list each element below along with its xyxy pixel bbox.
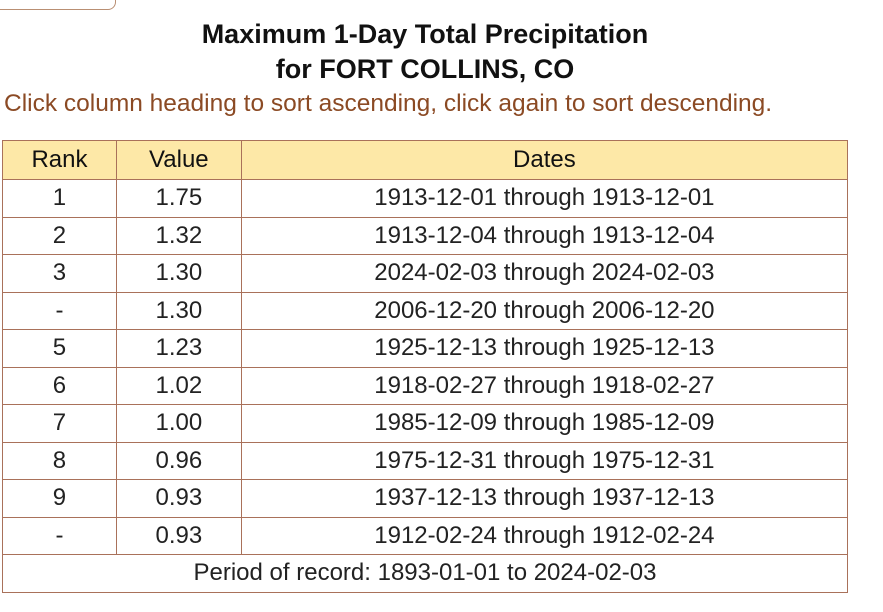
dates-cell: 1925-12-13 through 1925-12-13 [240, 329, 849, 368]
table-row: 9 0.93 1937-12-13 through 1937-12-13 [2, 479, 849, 518]
value-cell: 1.30 [115, 254, 242, 293]
table-footer-row: Period of record: 1893-01-01 to 2024-02-… [2, 554, 848, 593]
value-cell: 1.30 [115, 291, 242, 330]
value-cell: 1.32 [115, 216, 242, 255]
dates-cell: 1913-12-01 through 1913-12-01 [240, 179, 849, 218]
column-header-value[interactable]: Value [115, 140, 242, 180]
table-row: 2 1.32 1913-12-04 through 1913-12-04 [2, 216, 849, 255]
table-row: - 1.30 2006-12-20 through 2006-12-20 [2, 291, 849, 330]
table-row: 1 1.75 1913-12-01 through 1913-12-01 [2, 179, 849, 218]
dates-cell: 2024-02-03 through 2024-02-03 [240, 254, 849, 293]
rank-cell: 3 [2, 254, 117, 293]
rank-cell: 9 [2, 479, 117, 518]
table-row: 6 1.02 1918-02-27 through 1918-02-27 [2, 366, 849, 405]
value-cell: 0.96 [115, 441, 242, 480]
top-tab-button[interactable] [0, 0, 116, 10]
sort-instructions: Click column heading to sort ascending, … [4, 90, 773, 117]
dates-cell: 1918-02-27 through 1918-02-27 [240, 366, 849, 405]
table-row: - 0.93 1912-02-24 through 1912-02-24 [2, 516, 849, 555]
value-cell: 1.02 [115, 366, 242, 405]
dates-cell: 1912-02-24 through 1912-02-24 [240, 516, 849, 555]
table-row: 3 1.30 2024-02-03 through 2024-02-03 [2, 254, 849, 293]
dates-cell: 1937-12-13 through 1937-12-13 [240, 479, 849, 518]
rank-cell: 1 [2, 179, 117, 218]
table-row: 5 1.23 1925-12-13 through 1925-12-13 [2, 329, 849, 368]
value-cell: 0.93 [115, 479, 242, 518]
period-of-record: Period of record: 1893-01-01 to 2024-02-… [2, 554, 848, 593]
column-header-rank[interactable]: Rank [2, 140, 117, 180]
value-cell: 0.93 [115, 516, 242, 555]
value-cell: 1.00 [115, 404, 242, 443]
dates-cell: 1985-12-09 through 1985-12-09 [240, 404, 849, 443]
dates-cell: 2006-12-20 through 2006-12-20 [240, 291, 849, 330]
page-title: Maximum 1-Day Total Precipitation [201, 19, 649, 49]
dates-cell: 1975-12-31 through 1975-12-31 [240, 441, 849, 480]
table-header-row: Rank Value Dates [2, 140, 849, 180]
page-subtitle-location: for FORT COLLINS, CO [275, 54, 575, 84]
rank-cell: 5 [2, 329, 117, 368]
rank-cell: - [2, 291, 117, 330]
table-row: 7 1.00 1985-12-09 through 1985-12-09 [2, 404, 849, 443]
rank-cell: 6 [2, 366, 117, 405]
rank-cell: 8 [2, 441, 117, 480]
rank-cell: 7 [2, 404, 117, 443]
column-header-dates[interactable]: Dates [240, 140, 849, 180]
rank-cell: - [2, 516, 117, 555]
dates-cell: 1913-12-04 through 1913-12-04 [240, 216, 849, 255]
table-row: 8 0.96 1975-12-31 through 1975-12-31 [2, 441, 849, 480]
value-cell: 1.23 [115, 329, 242, 368]
rank-cell: 2 [2, 216, 117, 255]
value-cell: 1.75 [115, 179, 242, 218]
precipitation-table: Rank Value Dates 1 1.75 1913-12-01 throu… [2, 140, 849, 593]
